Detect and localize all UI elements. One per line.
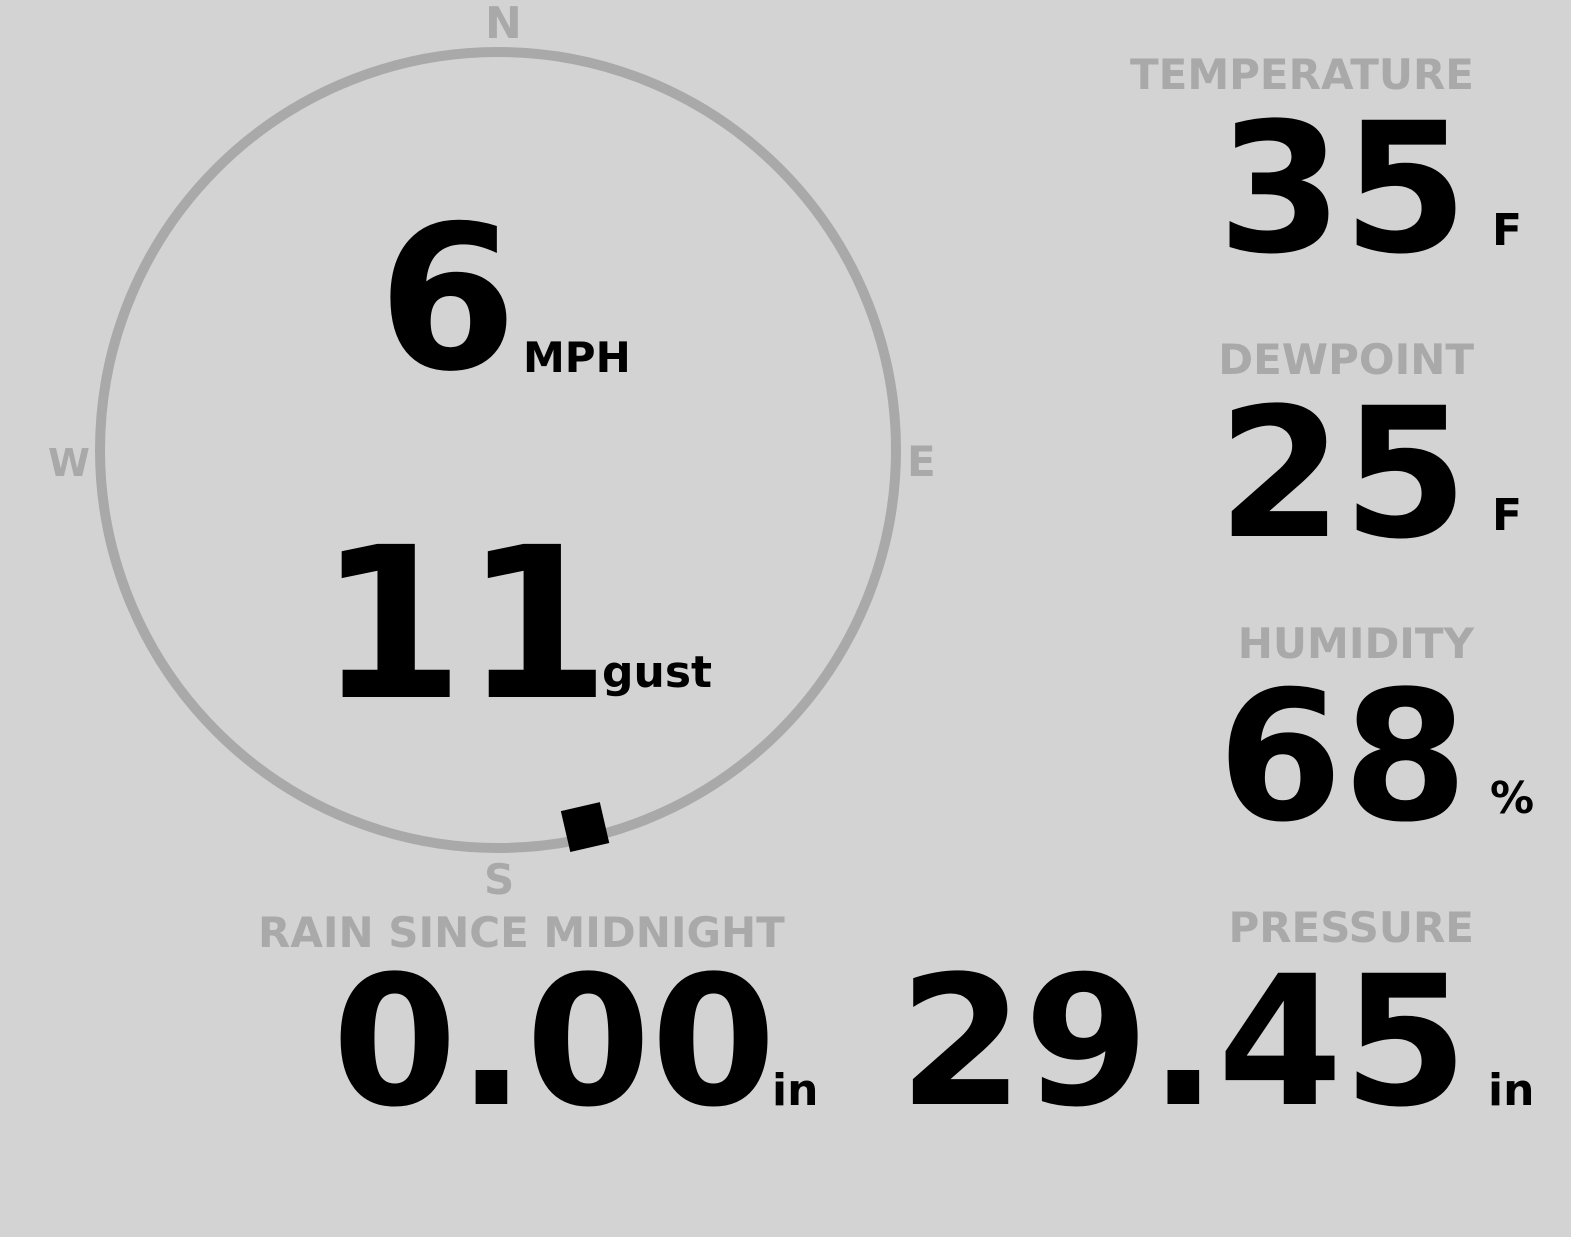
pressure-value: 29.45 <box>898 938 1468 1147</box>
temperature-unit: F <box>1492 205 1523 256</box>
wind-gust-label: gust <box>602 647 713 698</box>
dewpoint-unit: F <box>1492 490 1523 541</box>
wind-speed-unit: MPH <box>523 333 631 382</box>
temperature-value: 35 <box>1217 85 1469 294</box>
humidity-unit: % <box>1490 773 1535 824</box>
compass-north: N <box>485 0 522 49</box>
humidity-value: 68 <box>1217 653 1469 862</box>
pressure-label: PRESSURE <box>1228 903 1474 952</box>
wind-compass <box>95 47 901 853</box>
dewpoint-label: DEWPOINT <box>1218 335 1474 384</box>
dewpoint-value: 25 <box>1217 370 1469 579</box>
temperature-label: TEMPERATURE <box>1130 50 1474 99</box>
wind-speed-value: 6 <box>378 183 518 416</box>
rain-label: RAIN SINCE MIDNIGHT <box>258 908 785 957</box>
wind-gust-value: 11 <box>318 502 611 747</box>
compass-ring <box>95 47 901 853</box>
wind-direction-marker <box>560 802 610 853</box>
compass-west: W <box>48 441 90 485</box>
pressure-unit: in <box>1488 1065 1535 1116</box>
compass-south: S <box>484 855 515 904</box>
humidity-label: HUMIDITY <box>1237 619 1474 668</box>
compass-east: E <box>907 437 936 486</box>
rain-unit: in <box>772 1065 819 1116</box>
rain-value: 0.00 <box>332 938 777 1147</box>
